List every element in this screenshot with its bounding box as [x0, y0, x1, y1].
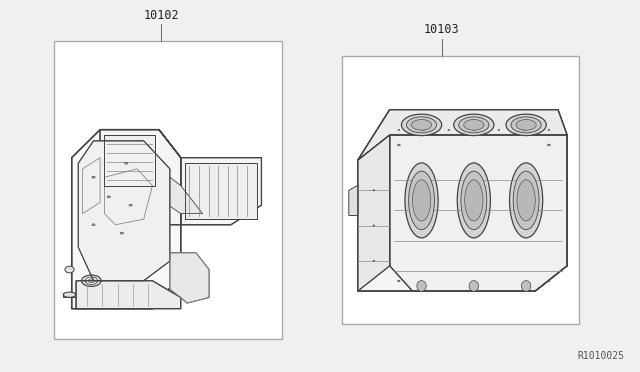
Polygon shape: [76, 281, 180, 309]
Bar: [63, 293, 76, 297]
Text: 10103: 10103: [424, 23, 460, 36]
Circle shape: [548, 129, 550, 130]
Circle shape: [398, 129, 399, 130]
Ellipse shape: [405, 163, 438, 238]
Circle shape: [373, 260, 374, 261]
Polygon shape: [148, 169, 203, 214]
Ellipse shape: [457, 163, 490, 238]
Ellipse shape: [417, 280, 426, 291]
Polygon shape: [78, 141, 170, 281]
Polygon shape: [358, 110, 567, 160]
Bar: [54, 41, 282, 339]
Ellipse shape: [469, 280, 479, 291]
Text: 10102: 10102: [143, 9, 179, 22]
Circle shape: [523, 129, 525, 130]
Bar: [342, 56, 579, 324]
Ellipse shape: [517, 180, 535, 221]
Ellipse shape: [464, 119, 484, 130]
Circle shape: [129, 204, 132, 206]
Circle shape: [108, 196, 110, 198]
Circle shape: [125, 162, 128, 164]
Ellipse shape: [511, 117, 541, 133]
Circle shape: [397, 144, 400, 146]
Ellipse shape: [412, 180, 431, 221]
Polygon shape: [159, 130, 262, 225]
Ellipse shape: [406, 117, 436, 133]
Circle shape: [547, 144, 550, 146]
Ellipse shape: [412, 119, 431, 130]
Polygon shape: [104, 135, 155, 186]
Ellipse shape: [63, 292, 76, 297]
Ellipse shape: [465, 180, 483, 221]
Polygon shape: [390, 135, 567, 291]
Circle shape: [548, 280, 550, 282]
Ellipse shape: [459, 117, 489, 133]
Circle shape: [373, 190, 374, 191]
Circle shape: [120, 232, 124, 234]
Circle shape: [92, 176, 95, 178]
Ellipse shape: [506, 114, 547, 135]
Circle shape: [373, 225, 374, 226]
Polygon shape: [349, 185, 358, 215]
Circle shape: [498, 129, 500, 130]
Circle shape: [473, 129, 475, 130]
Polygon shape: [185, 163, 257, 219]
Ellipse shape: [461, 171, 487, 230]
Ellipse shape: [513, 171, 539, 230]
Ellipse shape: [401, 114, 442, 135]
Ellipse shape: [408, 171, 435, 230]
Ellipse shape: [454, 114, 494, 135]
Circle shape: [423, 129, 425, 130]
Ellipse shape: [522, 280, 531, 291]
Polygon shape: [100, 130, 180, 225]
Ellipse shape: [509, 163, 543, 238]
Polygon shape: [72, 130, 180, 309]
Polygon shape: [358, 110, 567, 291]
Ellipse shape: [516, 119, 536, 130]
Polygon shape: [358, 135, 390, 291]
Ellipse shape: [65, 266, 74, 273]
Circle shape: [397, 280, 400, 282]
Circle shape: [448, 129, 450, 130]
Text: R1010025: R1010025: [577, 351, 624, 361]
Circle shape: [92, 224, 95, 226]
Polygon shape: [170, 253, 209, 303]
